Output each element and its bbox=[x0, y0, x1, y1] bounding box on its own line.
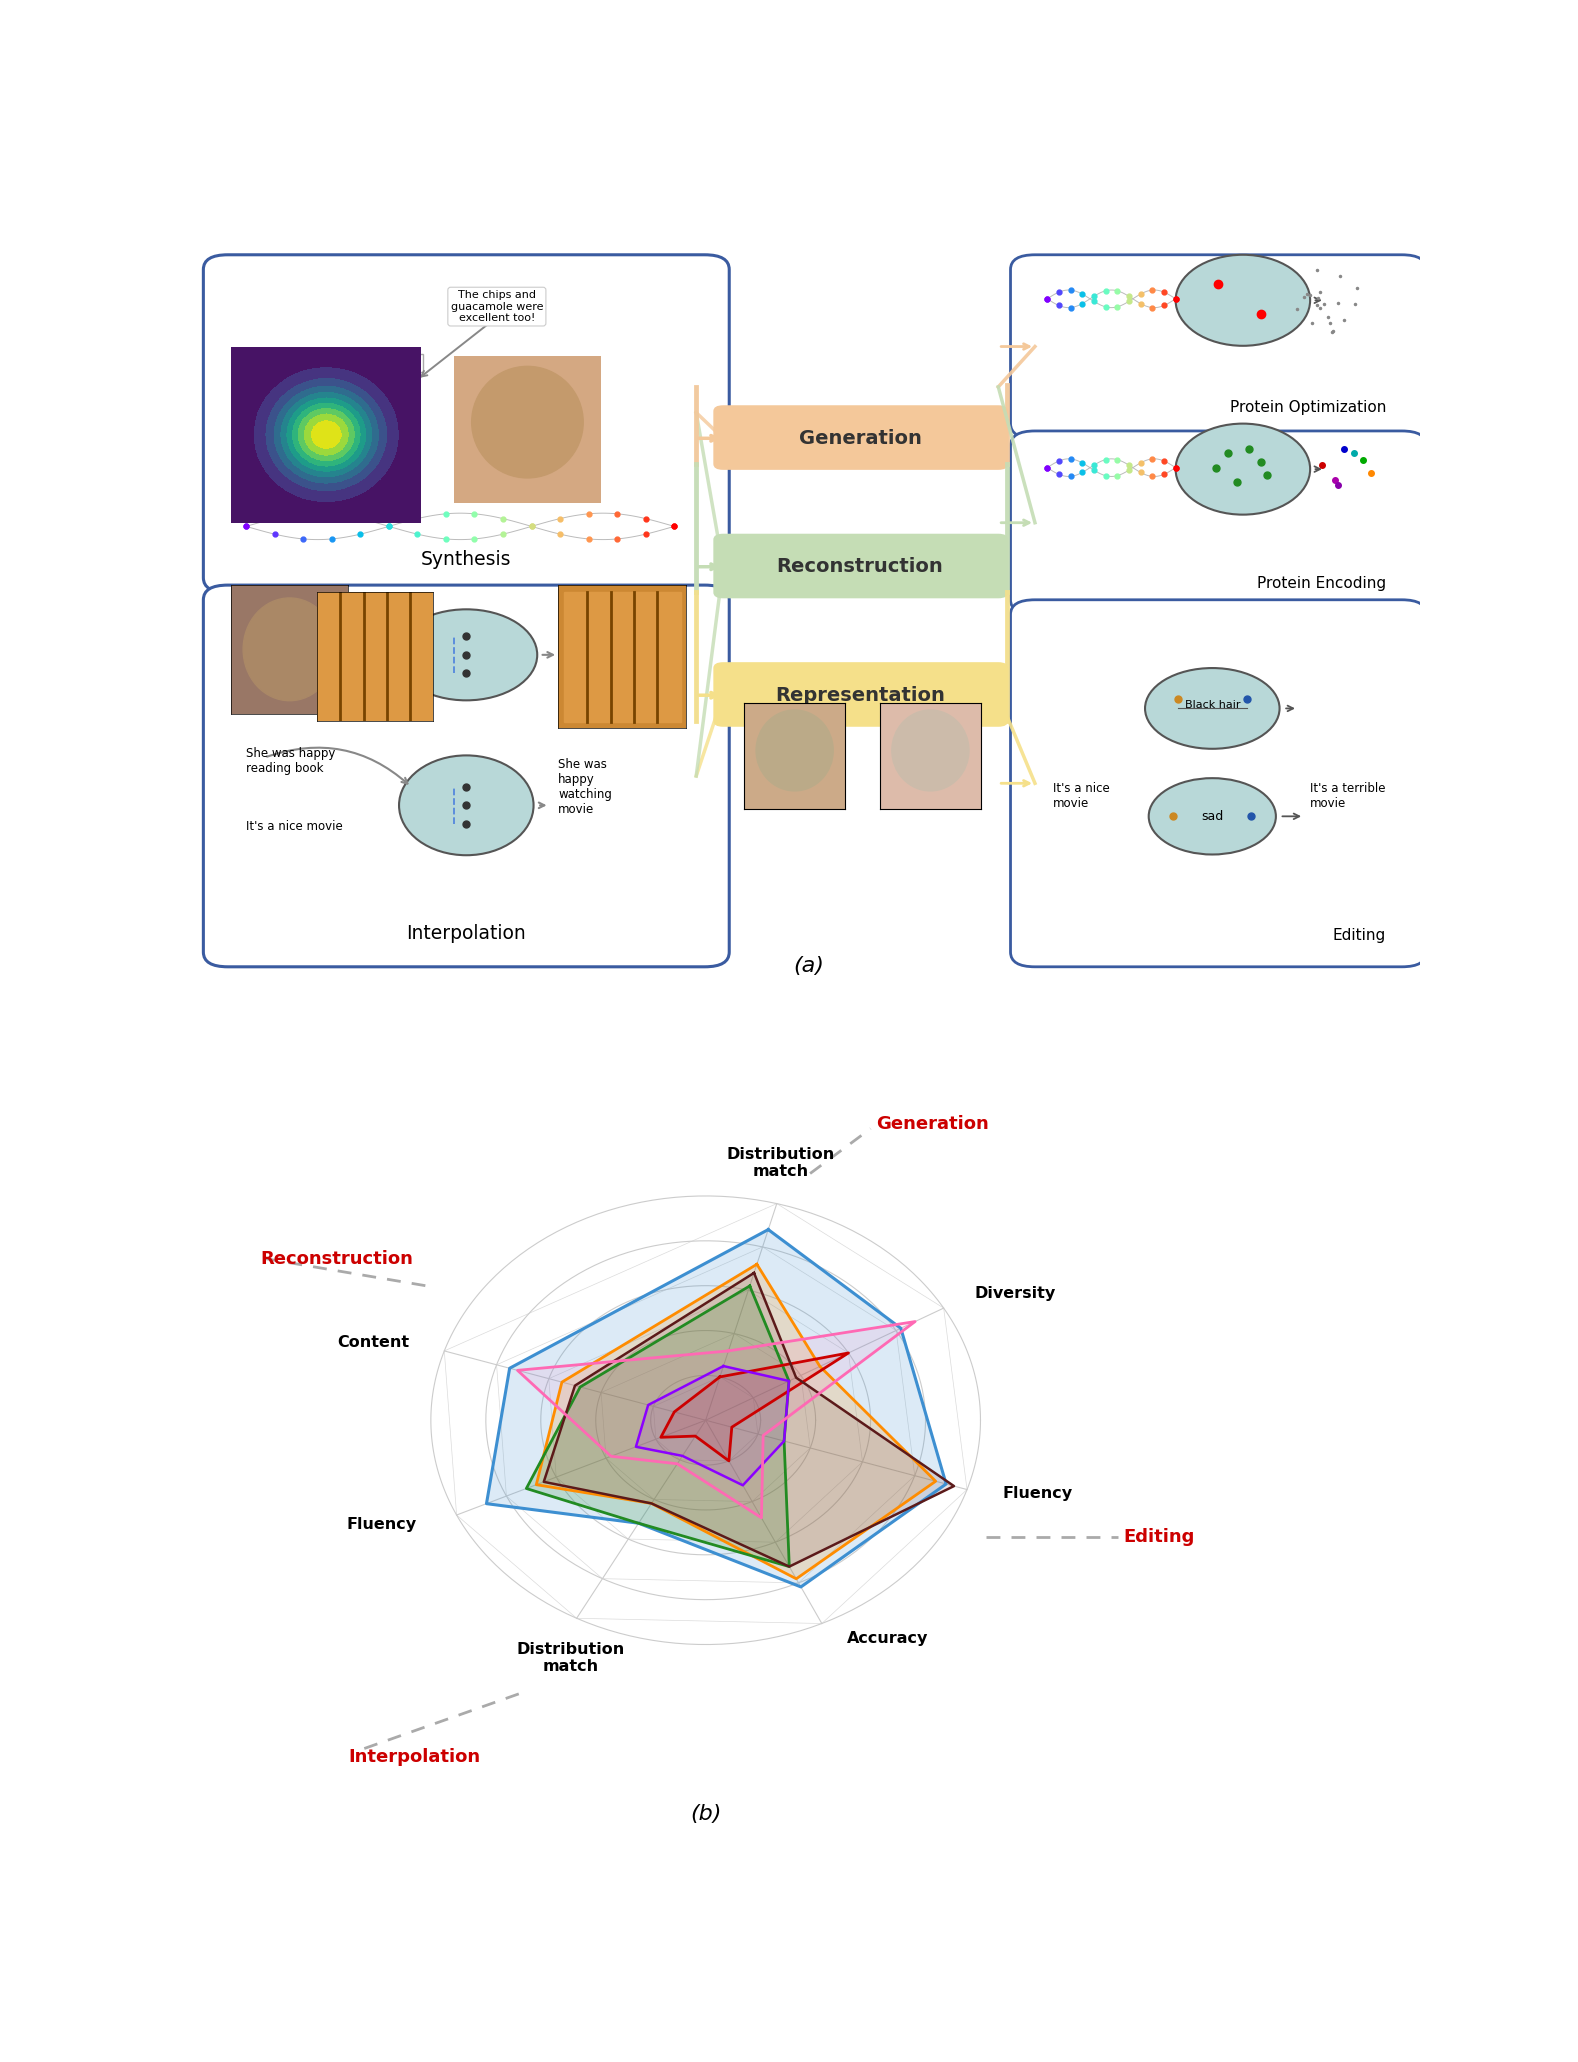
Text: It's a nice movie: It's a nice movie bbox=[246, 821, 342, 833]
Polygon shape bbox=[544, 1272, 955, 1567]
FancyBboxPatch shape bbox=[713, 662, 1008, 726]
Polygon shape bbox=[486, 1229, 947, 1588]
Text: It's a nice
movie: It's a nice movie bbox=[1054, 781, 1109, 810]
Text: Protein Encoding: Protein Encoding bbox=[1256, 575, 1385, 592]
FancyBboxPatch shape bbox=[1010, 600, 1427, 967]
Polygon shape bbox=[527, 1287, 789, 1567]
FancyBboxPatch shape bbox=[204, 586, 729, 967]
Text: She was
happy
watching
movie: She was happy watching movie bbox=[559, 757, 612, 817]
Bar bbox=[393, 355, 423, 373]
FancyBboxPatch shape bbox=[713, 406, 1008, 470]
Polygon shape bbox=[537, 1264, 936, 1579]
Text: It's a terrible
movie: It's a terrible movie bbox=[1310, 781, 1385, 810]
Ellipse shape bbox=[1149, 777, 1277, 854]
Text: Interpolation: Interpolation bbox=[349, 1749, 481, 1765]
Ellipse shape bbox=[1176, 423, 1310, 516]
Text: Interpolation: Interpolation bbox=[407, 924, 525, 942]
Polygon shape bbox=[518, 1322, 915, 1518]
Ellipse shape bbox=[399, 755, 533, 856]
Text: Reconstruction: Reconstruction bbox=[260, 1250, 413, 1268]
Text: Black hair: Black hair bbox=[1185, 701, 1240, 711]
FancyBboxPatch shape bbox=[713, 534, 1008, 598]
Text: Editing: Editing bbox=[1333, 928, 1385, 942]
Text: Fluency: Fluency bbox=[1002, 1485, 1071, 1501]
FancyBboxPatch shape bbox=[204, 256, 729, 592]
Text: The chips and
guacamole were
excellent too!: The chips and guacamole were excellent t… bbox=[451, 291, 543, 324]
Text: Representation: Representation bbox=[775, 687, 945, 705]
Text: sad: sad bbox=[1201, 810, 1223, 823]
Text: Synthesis: Synthesis bbox=[421, 551, 511, 569]
Text: Content: Content bbox=[338, 1336, 409, 1351]
Text: (b): (b) bbox=[690, 1804, 721, 1825]
Text: Accuracy: Accuracy bbox=[847, 1631, 928, 1645]
Polygon shape bbox=[636, 1367, 789, 1485]
Text: Fluency: Fluency bbox=[347, 1518, 417, 1532]
Text: Protein Optimization: Protein Optimization bbox=[1229, 400, 1385, 414]
Ellipse shape bbox=[396, 610, 537, 701]
Text: Distribution
match: Distribution match bbox=[726, 1146, 835, 1179]
Polygon shape bbox=[661, 1353, 849, 1460]
Text: Generation: Generation bbox=[798, 429, 922, 447]
FancyBboxPatch shape bbox=[1010, 431, 1427, 614]
Ellipse shape bbox=[1146, 668, 1280, 749]
FancyBboxPatch shape bbox=[1010, 256, 1427, 439]
Text: Distribution
match: Distribution match bbox=[516, 1641, 625, 1674]
Text: (a): (a) bbox=[794, 955, 824, 975]
Text: Generation: Generation bbox=[876, 1116, 989, 1134]
Ellipse shape bbox=[1176, 256, 1310, 346]
Text: Reconstruction: Reconstruction bbox=[776, 557, 944, 575]
Text: She was happy
reading book: She was happy reading book bbox=[246, 746, 336, 775]
Text: Editing: Editing bbox=[1124, 1528, 1195, 1546]
Text: Diversity: Diversity bbox=[975, 1287, 1056, 1301]
